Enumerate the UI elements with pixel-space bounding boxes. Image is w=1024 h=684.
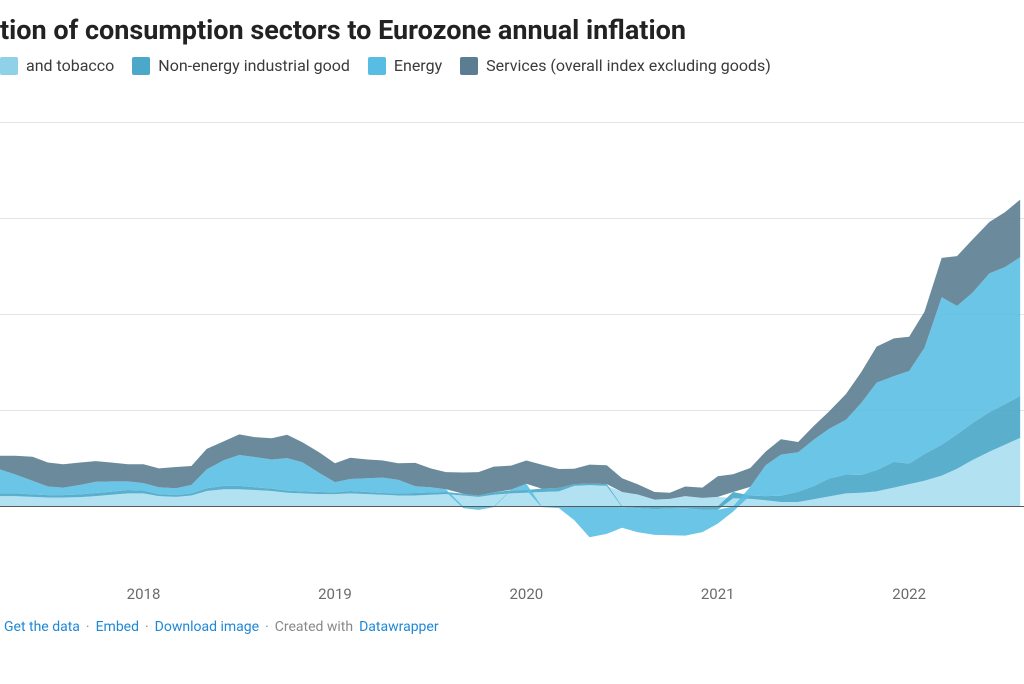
chart-title: tion of consumption sectors to Eurozone … <box>0 0 1024 56</box>
legend-swatch <box>132 57 150 75</box>
separator-dot: · <box>86 619 90 635</box>
legend-swatch <box>0 57 18 75</box>
chart-container: tion of consumption sectors to Eurozone … <box>0 0 1024 684</box>
get-data-link[interactable]: Get the data <box>4 619 80 635</box>
attribution-text: Created with <box>275 619 353 635</box>
x-tick-label: 2020 <box>509 585 543 603</box>
legend: and tobacco Non-energy industrial good E… <box>0 56 1024 95</box>
datawrapper-link[interactable]: Datawrapper <box>359 619 439 635</box>
separator-dot: · <box>265 619 269 635</box>
chart-plot: 2018 2019 2020 2021 2022 <box>0 95 1024 605</box>
legend-label: Services (overall index excluding goods) <box>486 56 771 75</box>
legend-item-services: Services (overall index excluding goods) <box>460 56 771 75</box>
legend-item-energy: Energy <box>368 56 442 75</box>
legend-swatch <box>368 57 386 75</box>
x-tick-label: 2022 <box>892 585 926 603</box>
stacked-area-chart: 2018 2019 2020 2021 2022 <box>0 95 1024 605</box>
legend-item-food: and tobacco <box>0 56 114 75</box>
legend-swatch <box>460 57 478 75</box>
x-tick-label: 2018 <box>127 585 161 603</box>
x-tick-label: 2021 <box>701 585 735 603</box>
separator-dot: · <box>145 619 149 635</box>
x-tick-label: 2019 <box>318 585 352 603</box>
embed-link[interactable]: Embed <box>96 619 139 635</box>
download-image-link[interactable]: Download image <box>155 619 259 635</box>
chart-footer: Get the data · Embed · Download image · … <box>0 605 1024 635</box>
legend-item-industrial: Non-energy industrial good <box>132 56 350 75</box>
legend-label: Energy <box>394 56 442 75</box>
legend-label: Non-energy industrial good <box>158 56 350 75</box>
legend-label: and tobacco <box>26 56 114 75</box>
